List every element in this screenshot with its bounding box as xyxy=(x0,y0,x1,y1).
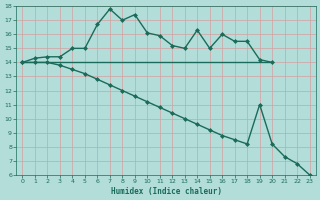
X-axis label: Humidex (Indice chaleur): Humidex (Indice chaleur) xyxy=(110,187,221,196)
